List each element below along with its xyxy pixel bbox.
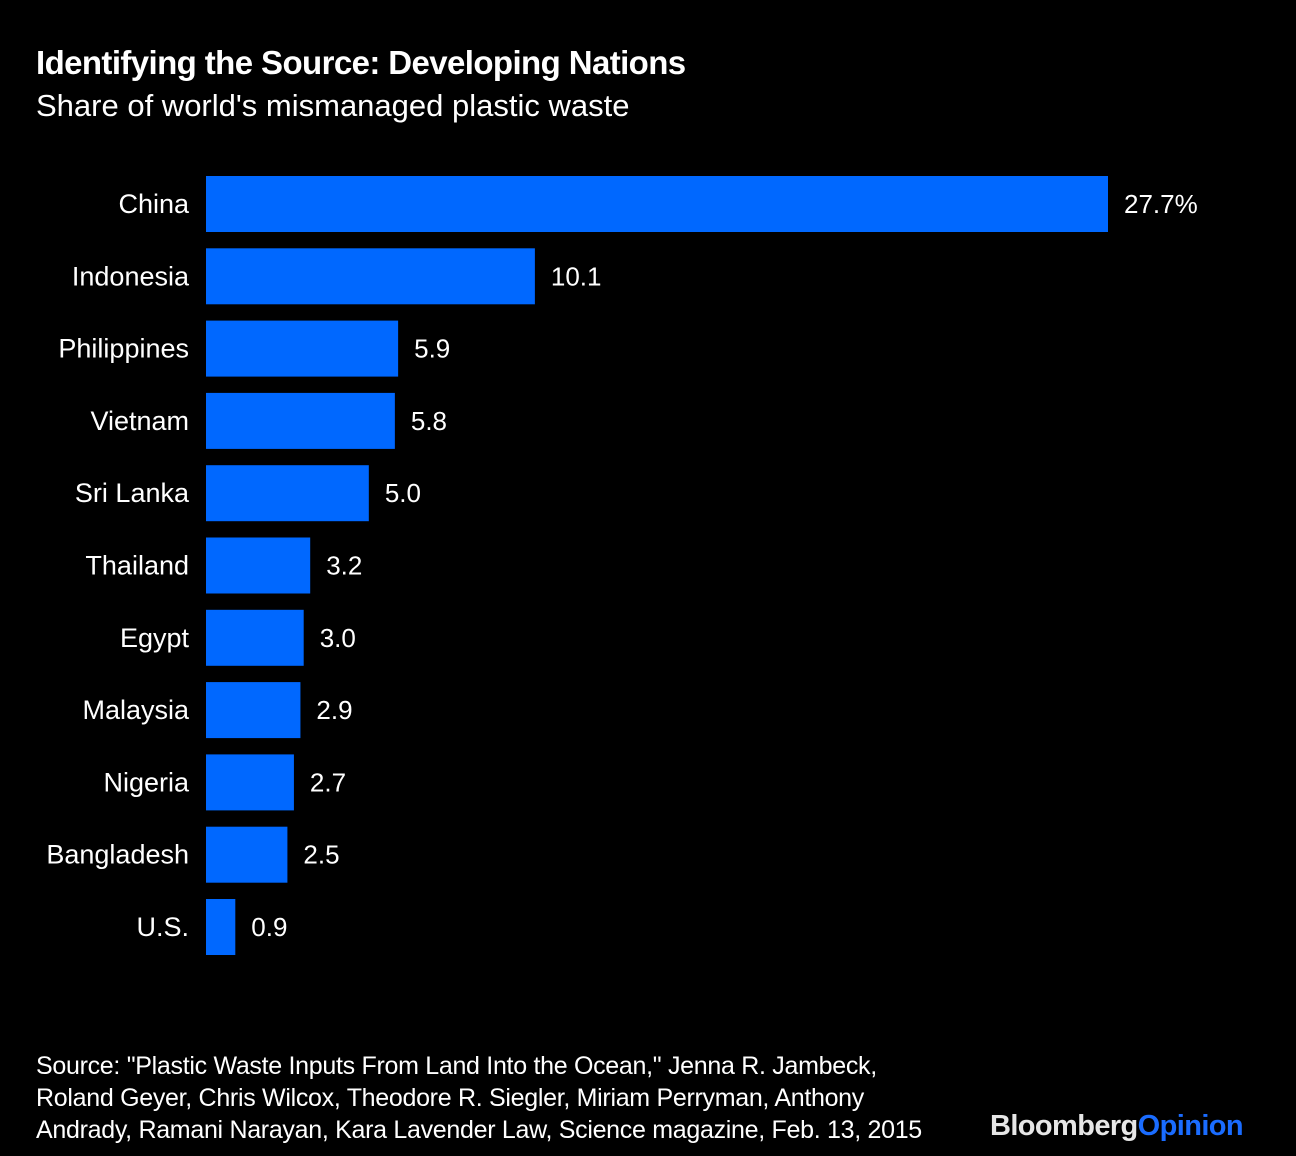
source-line: Roland Geyer, Chris Wilcox, Theodore R. … (36, 1084, 864, 1112)
source-note: Source: "Plastic Waste Inputs From Land … (36, 1050, 922, 1146)
bar-bangladesh (206, 826, 288, 883)
category-label: Indonesia (72, 261, 190, 291)
bar-nigeria (206, 754, 294, 811)
category-label: China (118, 189, 190, 219)
value-label: 5.9 (414, 334, 450, 364)
category-label: Bangladesh (46, 840, 189, 870)
category-label: Sri Lanka (75, 478, 190, 508)
bar-u-s (206, 899, 236, 955)
category-label: Vietnam (90, 406, 189, 436)
bar-thailand (206, 537, 311, 594)
logo-bloomberg: Bloomberg (990, 1110, 1138, 1142)
category-label: Egypt (120, 623, 190, 653)
category-label: U.S. (136, 912, 189, 942)
value-label: 0.9 (251, 912, 287, 942)
category-label: Thailand (85, 551, 189, 581)
bar-malaysia (206, 682, 301, 739)
value-label: 5.8 (411, 406, 447, 436)
value-label: 10.1 (551, 261, 602, 291)
bar-indonesia (206, 248, 535, 305)
value-label: 2.7 (310, 767, 346, 797)
bar-philippines (206, 320, 399, 377)
bar-chart: China 27.7% Indonesia 10.1 Philippines 5.9 Vie… (46, 176, 1198, 955)
logo-opinion: Opinion (1137, 1110, 1244, 1142)
value-label: 2.5 (303, 840, 339, 870)
bar-sri-lanka (206, 465, 369, 522)
value-label: 3.0 (320, 623, 356, 653)
value-label: 3.2 (326, 551, 362, 581)
chart-title: Identifying the Source: Developing Natio… (36, 44, 686, 81)
bloomberg-opinion-logo: BloombergOpinion (990, 1110, 1244, 1143)
category-label: Nigeria (103, 767, 190, 797)
source-line: Andrady, Ramani Narayan, Kara Lavender L… (36, 1116, 922, 1144)
bar-vietnam (206, 392, 395, 449)
chart-subtitle: Share of world's mismanaged plastic wast… (36, 88, 630, 123)
value-label: 27.7% (1124, 189, 1198, 219)
value-label: 2.9 (316, 695, 352, 725)
bar-china (206, 176, 1108, 232)
category-label: Malaysia (82, 695, 190, 725)
source-line: Source: "Plastic Waste Inputs From Land … (36, 1052, 877, 1080)
bar-egypt (206, 609, 304, 666)
category-label: Philippines (58, 334, 189, 364)
value-label: 5.0 (385, 478, 421, 508)
